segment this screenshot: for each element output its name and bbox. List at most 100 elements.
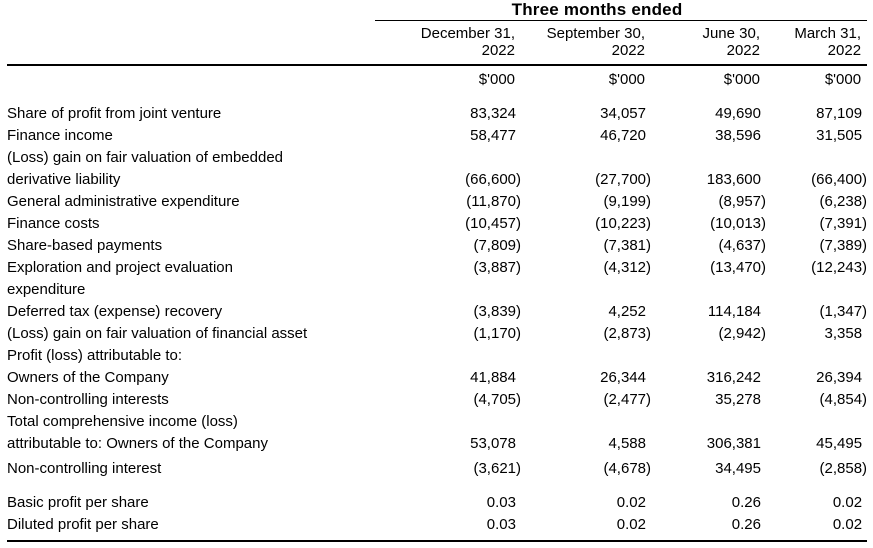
value-text: 0.03 bbox=[486, 494, 516, 511]
unit-label: $'000 bbox=[478, 71, 515, 88]
value-text: (3,621) bbox=[473, 460, 521, 477]
value-text: 87,109 bbox=[816, 105, 863, 122]
dates-row: December 31, 2022 September 30, 2022 June … bbox=[7, 20, 868, 66]
value-cell: 114,184) bbox=[651, 301, 766, 323]
value-text: 0.02 bbox=[832, 516, 863, 533]
value-text: 34,495 bbox=[715, 460, 761, 477]
column-header: June 30, 2022 bbox=[651, 20, 766, 66]
row-label: (Loss) gain on fair valuation of financi… bbox=[7, 325, 308, 342]
unit-label: $'000 bbox=[608, 71, 645, 88]
value-cell: (66,600) bbox=[375, 147, 521, 191]
value-text: (11,870) bbox=[466, 193, 521, 210]
table-row: Deferred tax (expense) recovery (3,839) 4,… bbox=[7, 301, 867, 323]
value-cell: 0.26) bbox=[651, 514, 766, 541]
value-text: 34,057 bbox=[600, 105, 646, 122]
table-row: Share-based payments (7,809) (7,381) (4,637… bbox=[7, 235, 867, 257]
unit-label: $'000 bbox=[824, 71, 862, 88]
value-text: (13,470) bbox=[710, 259, 766, 276]
value-cell: (7,389) bbox=[766, 235, 868, 257]
value-text: (10,223) bbox=[595, 215, 651, 232]
value-cell: 0.26) bbox=[651, 480, 766, 514]
table-row: (Loss) gain on fair valuation of embedde… bbox=[7, 147, 867, 191]
value-cell bbox=[651, 345, 766, 367]
value-cell: 38,596) bbox=[651, 125, 766, 147]
value-text: (1,347) bbox=[819, 303, 868, 320]
value-text: (27,700) bbox=[595, 171, 651, 188]
row-label: Total comprehensive income (loss) attrib… bbox=[7, 413, 268, 452]
value-cell: 0.02) bbox=[766, 480, 867, 514]
value-cell: 46,720) bbox=[521, 125, 651, 147]
value-text: (66,400) bbox=[811, 171, 868, 188]
value-text: (2,858) bbox=[819, 460, 868, 477]
value-cell: (3,621) bbox=[375, 455, 521, 480]
value-text: (4,705) bbox=[473, 391, 521, 408]
value-text: 58,477 bbox=[470, 127, 516, 144]
row-label: General administrative expenditure bbox=[7, 193, 240, 210]
value-cell: 31,505) bbox=[766, 125, 867, 147]
value-cell: (4,854) bbox=[766, 389, 868, 411]
table-title: Three months ended bbox=[375, 0, 868, 21]
value-text: 0.03 bbox=[486, 516, 516, 533]
value-cell: 83,324) bbox=[375, 103, 521, 125]
row-label: Deferred tax (expense) recovery bbox=[7, 303, 223, 320]
value-text: (2,942) bbox=[718, 325, 766, 342]
row-label: Profit (loss) attributable to: bbox=[7, 347, 183, 364]
value-text: (1,170) bbox=[473, 325, 521, 342]
value-cell bbox=[375, 345, 521, 367]
value-text: 183,600 bbox=[706, 171, 761, 188]
value-cell: (7,381) bbox=[521, 235, 651, 257]
empty-corner-cell bbox=[7, 0, 375, 21]
value-text: (7,391) bbox=[819, 215, 868, 232]
row-label: Owners of the Company bbox=[7, 369, 169, 386]
value-cell: (4,705) bbox=[375, 389, 521, 411]
value-text: 316,242 bbox=[706, 369, 761, 386]
value-text: 114,184 bbox=[707, 303, 761, 320]
value-cell: 34,495) bbox=[651, 455, 766, 480]
value-text: 31,505 bbox=[816, 127, 863, 144]
value-text: (10,457) bbox=[465, 215, 521, 232]
table-row: Basic profit per share0.03)0.02)0.26)0.0… bbox=[7, 480, 867, 514]
value-cell: (6,238) bbox=[766, 191, 868, 213]
value-cell: 3,358) bbox=[766, 323, 867, 345]
value-cell: 53,078) bbox=[375, 411, 521, 455]
value-cell: (2,873) bbox=[521, 323, 651, 345]
value-cell: (10,457) bbox=[375, 213, 521, 235]
empty-unit-cell bbox=[7, 65, 375, 103]
value-cell: 0.02) bbox=[521, 480, 651, 514]
value-text: 0.26 bbox=[731, 494, 761, 511]
value-text: (7,389) bbox=[819, 237, 868, 254]
value-cell: (4,312) bbox=[521, 257, 651, 301]
value-cell: 49,690) bbox=[651, 103, 766, 125]
value-cell: (4,637) bbox=[651, 235, 766, 257]
value-text: (6,238) bbox=[819, 193, 868, 210]
value-cell: (12,243) bbox=[766, 257, 867, 301]
table-body: Three months ended December 31, 2022 Sept… bbox=[7, 0, 868, 541]
value-cell: (3,839) bbox=[375, 301, 521, 323]
value-cell: (1,170) bbox=[375, 323, 521, 345]
value-cell: (2,477) bbox=[521, 389, 651, 411]
units-row: $'000 $'000 $'000 $'000 bbox=[7, 65, 867, 103]
value-text: 45,495 bbox=[816, 435, 863, 452]
value-cell: (10,223) bbox=[521, 213, 651, 235]
value-text: 4,252 bbox=[608, 303, 646, 320]
value-cell: (2,858) bbox=[766, 455, 868, 480]
row-label: Non-controlling interest bbox=[7, 460, 162, 477]
value-cell: 34,057) bbox=[521, 103, 651, 125]
value-cell: 26,344) bbox=[521, 367, 651, 389]
column-header: March 31, 2022 bbox=[766, 20, 868, 66]
value-cell: 306,381) bbox=[651, 411, 766, 455]
value-text: 26,344 bbox=[600, 369, 646, 386]
value-text: 0.02 bbox=[616, 516, 646, 533]
value-cell: (1,347) bbox=[766, 301, 868, 323]
value-cell: 87,109) bbox=[766, 103, 867, 125]
value-text: 46,720 bbox=[600, 127, 646, 144]
value-text: 306,381 bbox=[706, 435, 761, 452]
value-cell: (8,957) bbox=[651, 191, 766, 213]
title-row: Three months ended bbox=[7, 0, 868, 21]
value-cell: (11,870) bbox=[375, 191, 521, 213]
table-row: Finance income58,477)46,720)38,596)31,50… bbox=[7, 125, 867, 147]
value-cell: (27,700) bbox=[521, 147, 651, 191]
value-text: 38,596 bbox=[715, 127, 761, 144]
value-cell: (10,013) bbox=[651, 213, 766, 235]
